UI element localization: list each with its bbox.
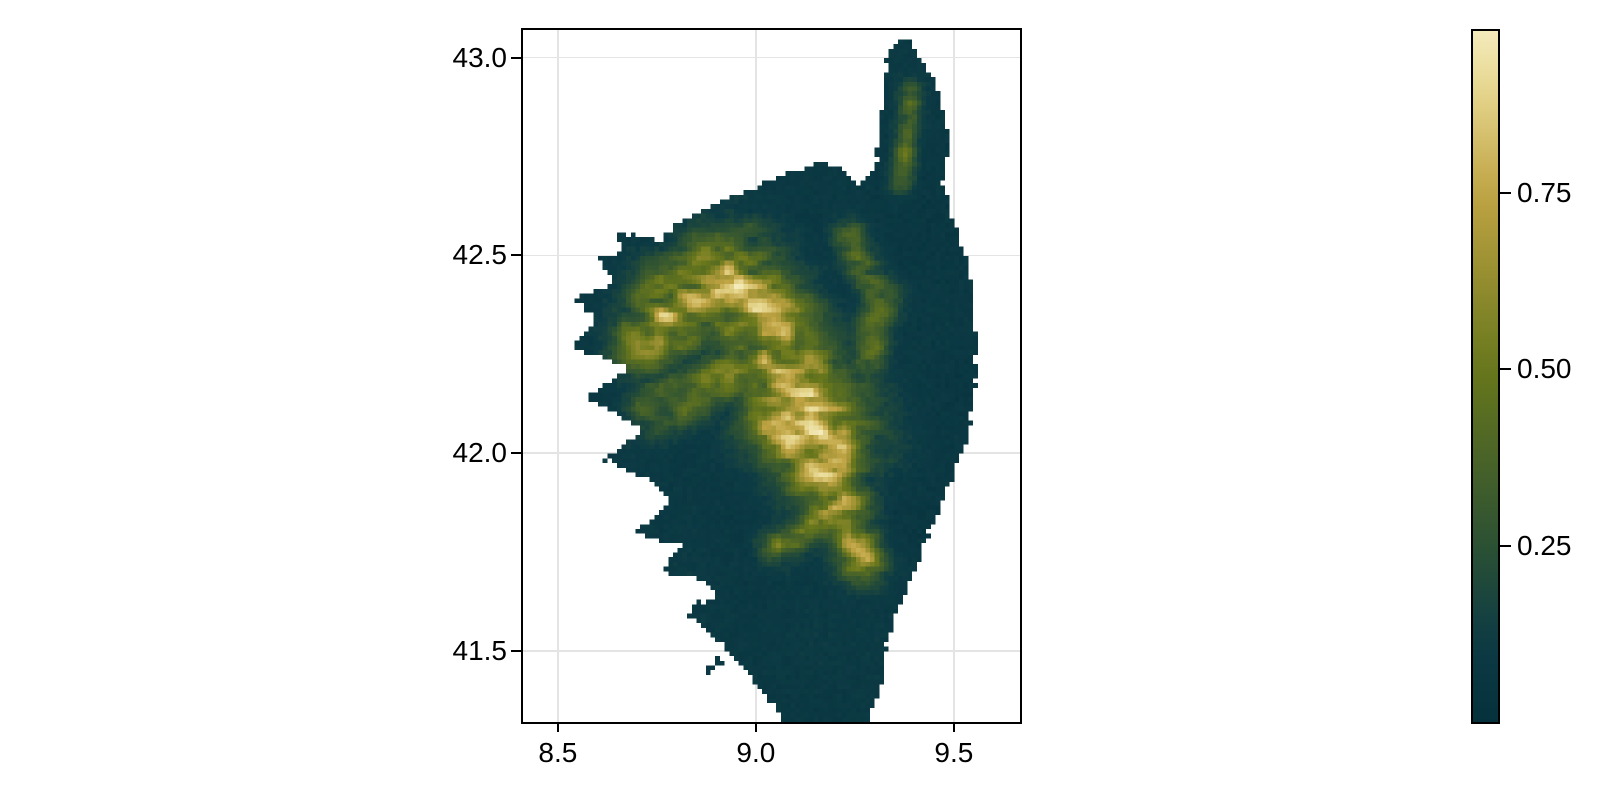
colorbar-tick: [1500, 192, 1511, 195]
x-axis-tick-label: 9.5: [934, 737, 974, 768]
y-axis-tick-label: 43.0: [452, 41, 508, 73]
x-axis-tick-label: 9.0: [736, 737, 776, 768]
y-axis-tick-label: 42.5: [452, 239, 508, 271]
y-axis-tick: [511, 56, 521, 59]
elevation-raster-canvas: [523, 30, 1020, 722]
colorbar-gradient: [1473, 31, 1498, 722]
y-axis-tick-label: 41.5: [452, 634, 508, 666]
x-axis-tick: [556, 722, 559, 732]
y-axis-tick: [511, 649, 521, 652]
x-axis-tick-label: 8.5: [538, 737, 578, 768]
colorbar-tick: [1500, 368, 1511, 371]
x-axis-tick: [952, 722, 955, 732]
y-axis-tick-label: 42.0: [452, 437, 508, 469]
map-plot-area: [523, 30, 1020, 722]
colorbar-tick-label: 0.50: [1517, 353, 1572, 385]
y-axis-tick: [511, 452, 521, 455]
colorbar-tick-label: 0.25: [1517, 529, 1572, 561]
x-axis-tick: [754, 722, 757, 732]
colorbar-tick: [1500, 544, 1511, 547]
y-axis-tick: [511, 254, 521, 257]
colorbar-tick-label: 0.75: [1517, 177, 1572, 209]
